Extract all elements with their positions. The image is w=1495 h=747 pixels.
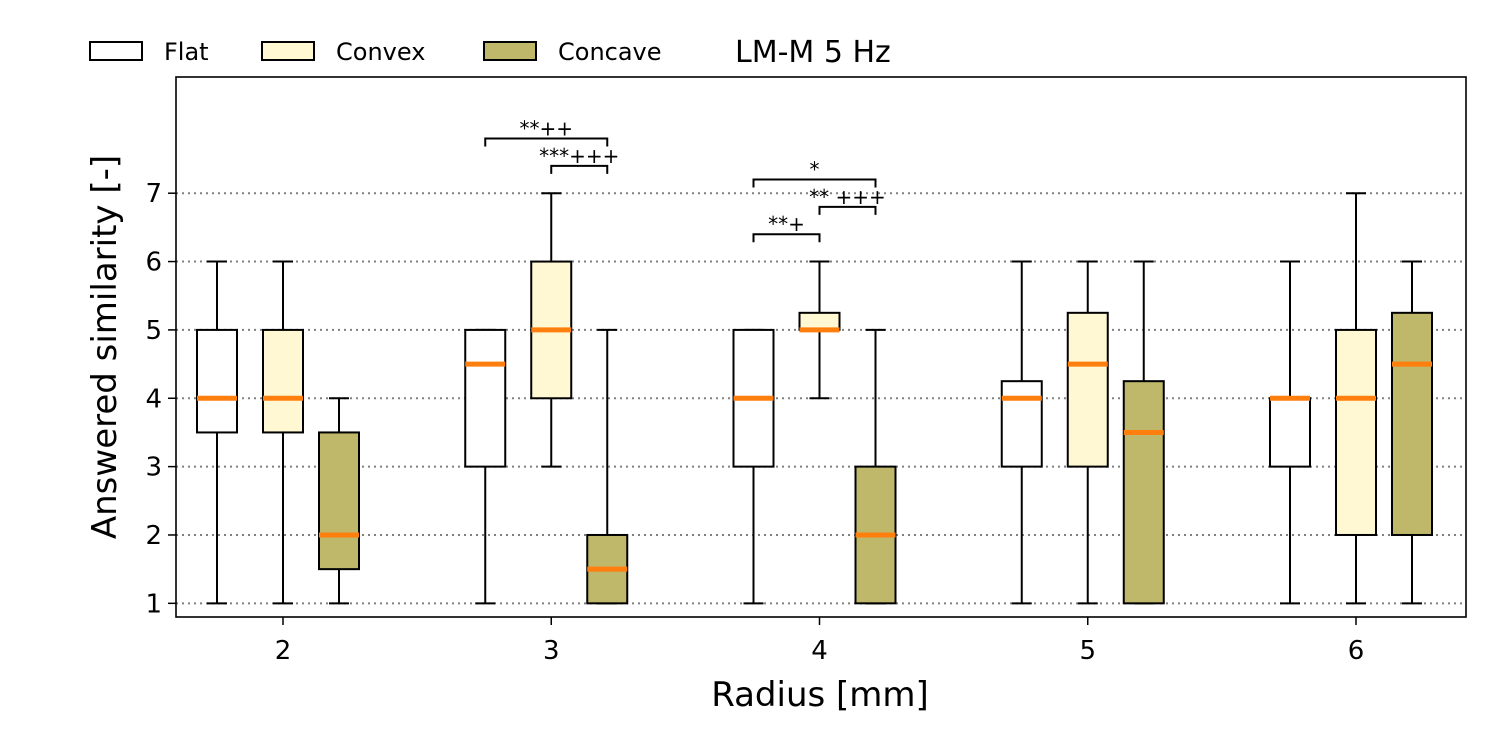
chart-title: LM-M 5 Hz	[735, 35, 891, 70]
legend-label: Flat	[164, 38, 209, 66]
box-iqr	[798, 311, 841, 331]
box-series	[196, 192, 1433, 605]
x-axis-label: Radius [mm]	[711, 675, 929, 715]
box-flat-5	[1000, 260, 1043, 605]
significance-bracket-2: ***+++	[539, 144, 619, 174]
box-flat-2	[196, 260, 238, 605]
box-iqr	[464, 328, 507, 468]
y-tick-label-7: 7	[145, 179, 162, 209]
box-concave-4	[854, 328, 897, 605]
box-iqr	[1000, 380, 1043, 468]
box-iqr	[196, 328, 238, 434]
legend-swatch	[261, 41, 315, 61]
significance-label: *	[810, 158, 820, 182]
legend-item-concave: Concave	[483, 38, 662, 66]
significance-bracket-3: *	[752, 158, 877, 188]
box-iqr	[1269, 397, 1311, 468]
significance-bracket-4: ** +++	[809, 185, 886, 215]
significance-label: **+	[768, 212, 805, 236]
y-tick-label-6: 6	[145, 248, 162, 278]
box-convex-3	[530, 192, 573, 468]
significance-bracket-1: **++	[484, 117, 609, 147]
y-tick-label-3: 3	[145, 453, 162, 483]
legend-label: Concave	[558, 38, 662, 66]
bracket-line	[484, 137, 609, 147]
plot-frame	[175, 76, 1467, 618]
significance-label: ***+++	[539, 144, 619, 168]
legend-swatch	[483, 41, 537, 61]
box-iqr	[1122, 380, 1165, 605]
series-flat	[196, 260, 1311, 605]
bracket-line	[550, 164, 609, 174]
x-tick-label-5: 5	[1079, 636, 1096, 666]
y-axis: 1 2 3 4 5 6 7	[145, 179, 176, 619]
x-tick-label-2: 2	[275, 636, 292, 666]
x-tick-label-6: 6	[1348, 636, 1365, 666]
box-iqr	[318, 431, 360, 571]
legend-item-convex: Convex	[261, 38, 425, 66]
box-flat-6	[1269, 260, 1311, 605]
x-axis: 2 3 4 5 6	[275, 617, 1365, 666]
x-tick-label-3: 3	[543, 636, 560, 666]
box-iqr	[262, 328, 304, 434]
box-concave-3	[586, 328, 629, 605]
box-flat-4	[732, 328, 775, 605]
y-axis-label: Answered similarity [-]	[85, 155, 125, 539]
box-convex-4	[798, 260, 841, 400]
legend: Flat Convex Concave	[89, 38, 662, 66]
box-convex-5	[1066, 260, 1109, 605]
y-tick-label-1: 1	[145, 589, 162, 619]
box-concave-5	[1122, 260, 1165, 605]
box-concave-2	[318, 397, 360, 605]
box-iqr	[1391, 311, 1433, 536]
box-convex-6	[1335, 192, 1377, 605]
bracket-line	[752, 178, 877, 188]
series-concave	[318, 260, 1433, 605]
box-flat-3	[464, 328, 507, 605]
bracket-line	[818, 205, 877, 215]
y-tick-label-4: 4	[145, 384, 162, 414]
grid-lines	[176, 192, 1466, 605]
series-convex	[262, 192, 1377, 605]
y-tick-label-5: 5	[145, 316, 162, 346]
y-tick-label-2: 2	[145, 521, 162, 551]
box-convex-2	[262, 260, 304, 605]
legend-label: Convex	[336, 38, 425, 66]
significance-label: **++	[519, 117, 573, 141]
significance-label: ** +++	[809, 185, 886, 209]
box-iqr	[1335, 328, 1377, 536]
legend-item-flat: Flat	[89, 38, 209, 66]
box-iqr	[1066, 311, 1109, 468]
significance-bracket-5: **+	[752, 212, 821, 243]
legend-swatch	[89, 41, 143, 61]
box-concave-6	[1391, 260, 1433, 605]
significance-brackets: **++ ***+++ * ** +++**+	[484, 117, 886, 243]
x-tick-label-4: 4	[811, 636, 828, 666]
bracket-line	[752, 233, 821, 243]
